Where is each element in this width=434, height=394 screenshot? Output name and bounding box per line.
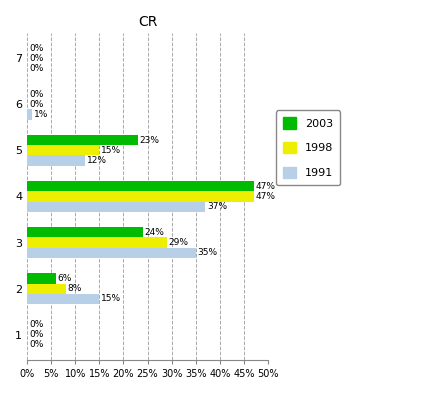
Text: 0%: 0% <box>29 90 43 99</box>
Text: 8%: 8% <box>67 284 82 293</box>
Title: CR: CR <box>138 15 157 29</box>
Text: 23%: 23% <box>140 136 160 145</box>
Text: 0%: 0% <box>29 100 43 109</box>
Text: 6%: 6% <box>58 274 72 283</box>
Bar <box>27 294 99 304</box>
Text: 1%: 1% <box>34 110 48 119</box>
Bar <box>27 181 253 191</box>
Text: 0%: 0% <box>29 330 43 339</box>
Text: 47%: 47% <box>256 192 276 201</box>
Bar <box>27 156 85 165</box>
Bar <box>27 191 253 201</box>
Bar <box>27 135 138 145</box>
Legend: 2003, 1998, 1991: 2003, 1998, 1991 <box>276 110 340 185</box>
Bar <box>27 227 143 238</box>
Text: 29%: 29% <box>169 238 189 247</box>
Text: 47%: 47% <box>256 182 276 191</box>
Text: 0%: 0% <box>29 64 43 73</box>
Text: 0%: 0% <box>29 340 43 349</box>
Text: 35%: 35% <box>197 248 218 257</box>
Text: 24%: 24% <box>145 228 164 237</box>
Text: 0%: 0% <box>29 320 43 329</box>
Bar <box>27 110 32 119</box>
Text: 15%: 15% <box>101 146 122 155</box>
Bar <box>27 238 167 247</box>
Bar <box>27 284 66 294</box>
Bar <box>27 247 196 258</box>
Text: 37%: 37% <box>207 202 227 211</box>
Bar <box>27 273 56 284</box>
Bar <box>27 145 99 156</box>
Bar <box>27 201 205 212</box>
Text: 12%: 12% <box>87 156 107 165</box>
Text: 0%: 0% <box>29 54 43 63</box>
Text: 15%: 15% <box>101 294 122 303</box>
Text: 0%: 0% <box>29 44 43 53</box>
